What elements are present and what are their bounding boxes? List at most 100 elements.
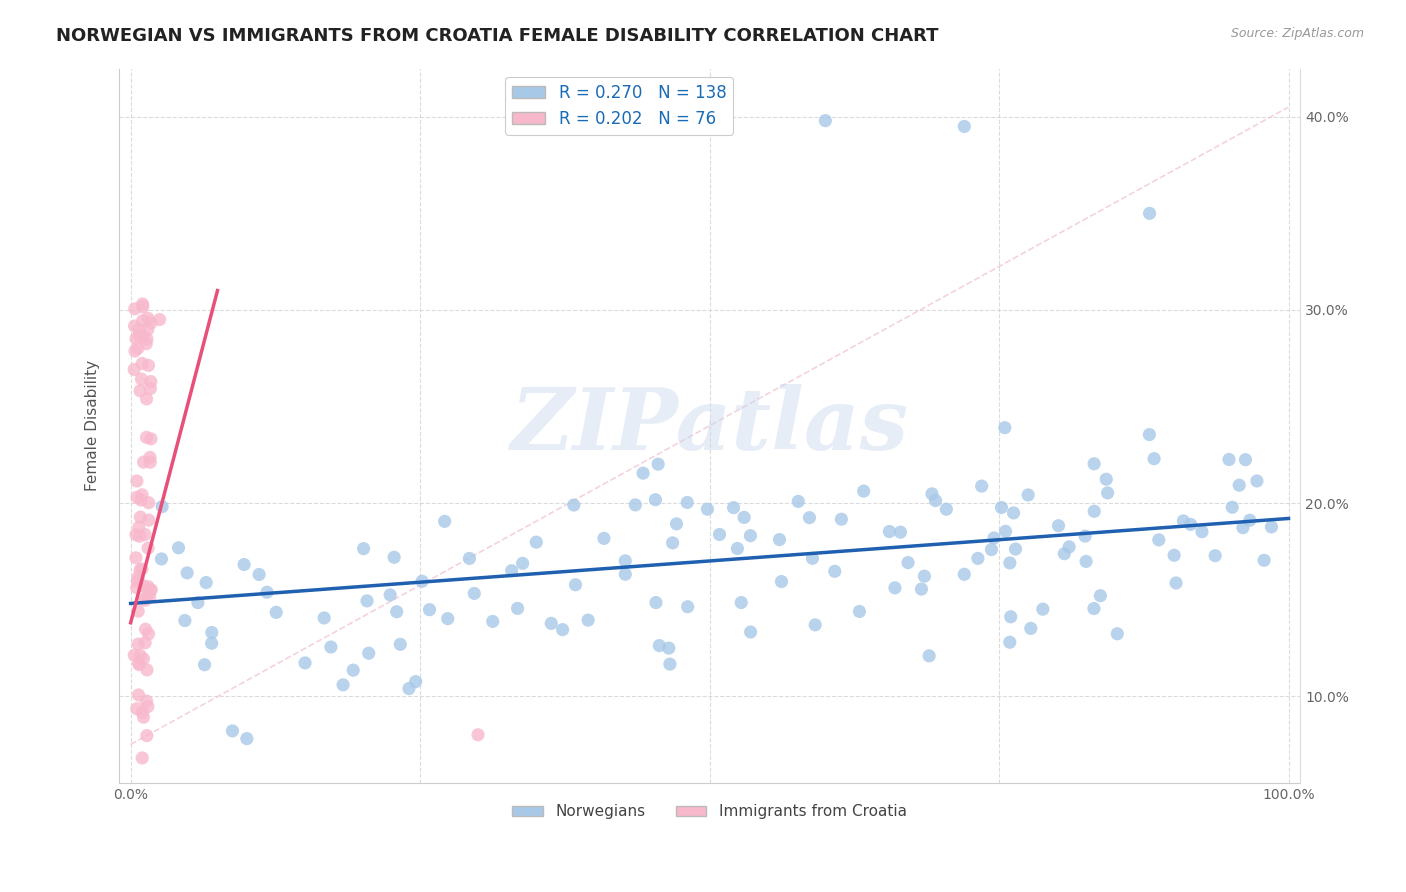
Immigrants from Croatia <box>127 604 149 618</box>
Norwegians <box>953 567 976 582</box>
Norwegians <box>593 532 616 546</box>
Immigrants from Croatia <box>132 314 155 328</box>
Immigrants from Croatia <box>125 490 148 504</box>
Norwegians <box>353 541 375 556</box>
Immigrants from Croatia <box>138 627 160 641</box>
Norwegians <box>824 565 846 579</box>
Immigrants from Croatia <box>139 432 162 446</box>
Norwegians <box>889 525 911 540</box>
Immigrants from Croatia <box>135 590 157 604</box>
Norwegians <box>676 495 699 509</box>
Norwegians <box>1000 609 1022 624</box>
Norwegians <box>411 574 433 589</box>
Norwegians <box>150 500 173 514</box>
Immigrants from Croatia <box>131 356 153 370</box>
Immigrants from Croatia <box>139 455 162 469</box>
Immigrants from Croatia <box>125 701 148 715</box>
Norwegians <box>201 625 224 640</box>
Norwegians <box>709 527 731 541</box>
Immigrants from Croatia <box>132 579 155 593</box>
Norwegians <box>912 569 935 583</box>
Norwegians <box>921 487 943 501</box>
Norwegians <box>935 502 957 516</box>
Immigrants from Croatia <box>135 729 157 743</box>
Norwegians <box>631 466 654 480</box>
Immigrants from Croatia <box>136 663 159 677</box>
Norwegians <box>676 599 699 614</box>
Immigrants from Croatia <box>136 541 159 555</box>
Norwegians <box>879 524 901 539</box>
Norwegians <box>167 541 190 555</box>
Norwegians <box>1053 547 1076 561</box>
Norwegians <box>195 575 218 590</box>
Norwegians <box>264 605 287 619</box>
Norwegians <box>1095 472 1118 486</box>
Norwegians <box>897 556 920 570</box>
Norwegians <box>551 623 574 637</box>
Norwegians <box>910 582 932 596</box>
Norwegians <box>1139 206 1161 220</box>
Immigrants from Croatia <box>125 474 148 488</box>
Norwegians <box>804 617 827 632</box>
Immigrants from Croatia <box>138 359 160 373</box>
Norwegians <box>540 616 562 631</box>
Norwegians <box>436 612 458 626</box>
Norwegians <box>730 596 752 610</box>
Norwegians <box>1180 517 1202 532</box>
Immigrants from Croatia <box>128 520 150 534</box>
Norwegians <box>150 552 173 566</box>
Norwegians <box>624 498 647 512</box>
Norwegians <box>1083 457 1105 471</box>
Norwegians <box>953 120 976 134</box>
Norwegians <box>173 614 195 628</box>
Immigrants from Croatia <box>128 329 150 343</box>
Immigrants from Croatia <box>135 392 157 406</box>
Immigrants from Croatia <box>131 562 153 576</box>
Norwegians <box>1107 627 1129 641</box>
Norwegians <box>1260 520 1282 534</box>
Norwegians <box>342 663 364 677</box>
Immigrants from Croatia <box>135 591 157 605</box>
Immigrants from Croatia <box>127 341 149 355</box>
Norwegians <box>814 113 837 128</box>
Norwegians <box>830 512 852 526</box>
Norwegians <box>1017 488 1039 502</box>
Norwegians <box>314 611 336 625</box>
Immigrants from Croatia <box>131 297 153 311</box>
Immigrants from Croatia <box>128 657 150 672</box>
Norwegians <box>1097 486 1119 500</box>
Norwegians <box>201 636 224 650</box>
Immigrants from Croatia <box>132 455 155 469</box>
Immigrants from Croatia <box>134 636 156 650</box>
Norwegians <box>658 641 681 656</box>
Norwegians <box>506 601 529 615</box>
Norwegians <box>1090 589 1112 603</box>
Norwegians <box>576 613 599 627</box>
Immigrants from Croatia <box>135 336 157 351</box>
Norwegians <box>980 542 1002 557</box>
Norwegians <box>1083 601 1105 615</box>
Norwegians <box>661 536 683 550</box>
Immigrants from Croatia <box>134 622 156 636</box>
Immigrants from Croatia <box>127 574 149 588</box>
Norwegians <box>740 625 762 640</box>
Norwegians <box>644 492 666 507</box>
Immigrants from Croatia <box>131 706 153 720</box>
Immigrants from Croatia <box>125 550 148 565</box>
Norwegians <box>645 596 668 610</box>
Norwegians <box>990 500 1012 515</box>
Norwegians <box>221 723 243 738</box>
Text: ZIPatlas: ZIPatlas <box>510 384 908 467</box>
Norwegians <box>768 533 790 547</box>
Immigrants from Croatia <box>139 450 162 465</box>
Immigrants from Croatia <box>131 372 153 386</box>
Immigrants from Croatia <box>134 527 156 541</box>
Norwegians <box>998 556 1021 570</box>
Norwegians <box>1173 514 1195 528</box>
Immigrants from Croatia <box>141 582 163 597</box>
Norwegians <box>924 493 946 508</box>
Immigrants from Croatia <box>132 710 155 724</box>
Text: NORWEGIAN VS IMMIGRANTS FROM CROATIA FEMALE DISABILITY CORRELATION CHART: NORWEGIAN VS IMMIGRANTS FROM CROATIA FEM… <box>56 27 939 45</box>
Immigrants from Croatia <box>129 493 152 508</box>
Norwegians <box>1191 524 1213 539</box>
